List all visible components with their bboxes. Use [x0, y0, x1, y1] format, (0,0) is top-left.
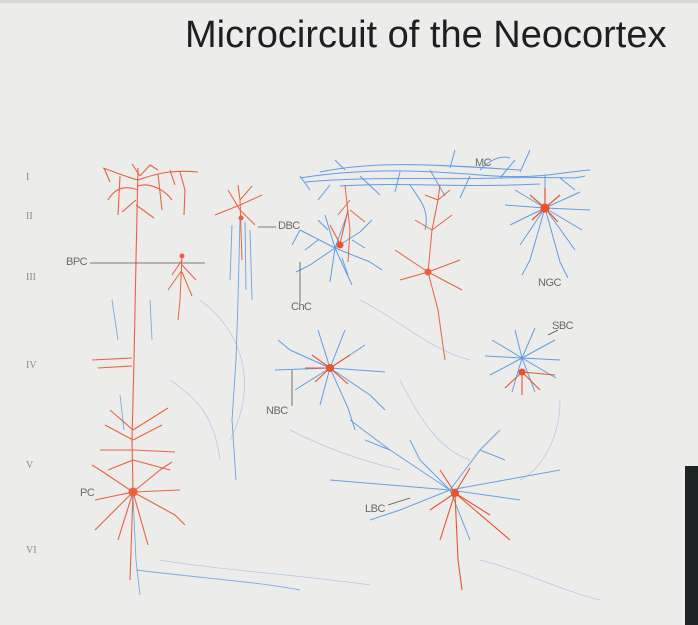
nbc-dendrites: [305, 354, 351, 385]
dbc-neuron: [214, 184, 263, 261]
layer-label-i: I: [26, 172, 30, 183]
layer-label-vi: VI: [26, 545, 37, 556]
pc-axon: [111, 299, 301, 596]
layer-label-iii: III: [26, 272, 36, 283]
cell-label-mc: MC: [475, 157, 492, 169]
slide-title: Microcircuit of the Neocortex: [185, 14, 667, 56]
sbc-pointer-line: [547, 329, 559, 336]
sbc-neuron: [484, 327, 561, 393]
cell-label-nbc: NBC: [266, 405, 288, 417]
layer-label-v: V: [26, 460, 34, 471]
pyramidal-neuron-center: [394, 184, 463, 361]
pc-tall-neuron: [91, 163, 199, 581]
sbc-dendrites: [504, 368, 556, 395]
cell-label-dbc: DBC: [278, 220, 300, 232]
cell-label-lbc: LBC: [365, 503, 385, 515]
lbc-dendrites: [429, 467, 511, 591]
dbc-axon: [229, 219, 253, 481]
lbc-pointer-line: [387, 497, 411, 506]
ngc-neuron: [504, 175, 591, 279]
mc-neuron: [299, 149, 591, 231]
background-axons: [159, 299, 601, 601]
chc-neuron: [291, 211, 383, 286]
slide-top-border: [0, 0, 698, 3]
cell-label-pc: PC: [80, 487, 95, 499]
ngc-dendrites: [529, 188, 561, 223]
layer-label-ii: II: [26, 211, 33, 222]
cell-label-ngc: NGC: [538, 277, 561, 289]
cell-label-bpc: BPC: [66, 256, 88, 268]
cell-label-chc: ChC: [291, 301, 312, 313]
nbc-neuron: [274, 329, 386, 431]
lbc-axon: [329, 419, 561, 541]
bpc-neuron: [167, 253, 197, 321]
video-overlay-edge: [685, 466, 698, 625]
layer-label-iv: IV: [26, 360, 37, 371]
chc-soma: [329, 209, 349, 249]
cell-label-sbc: SBC: [552, 320, 574, 332]
mc-dendrites: [337, 184, 366, 263]
